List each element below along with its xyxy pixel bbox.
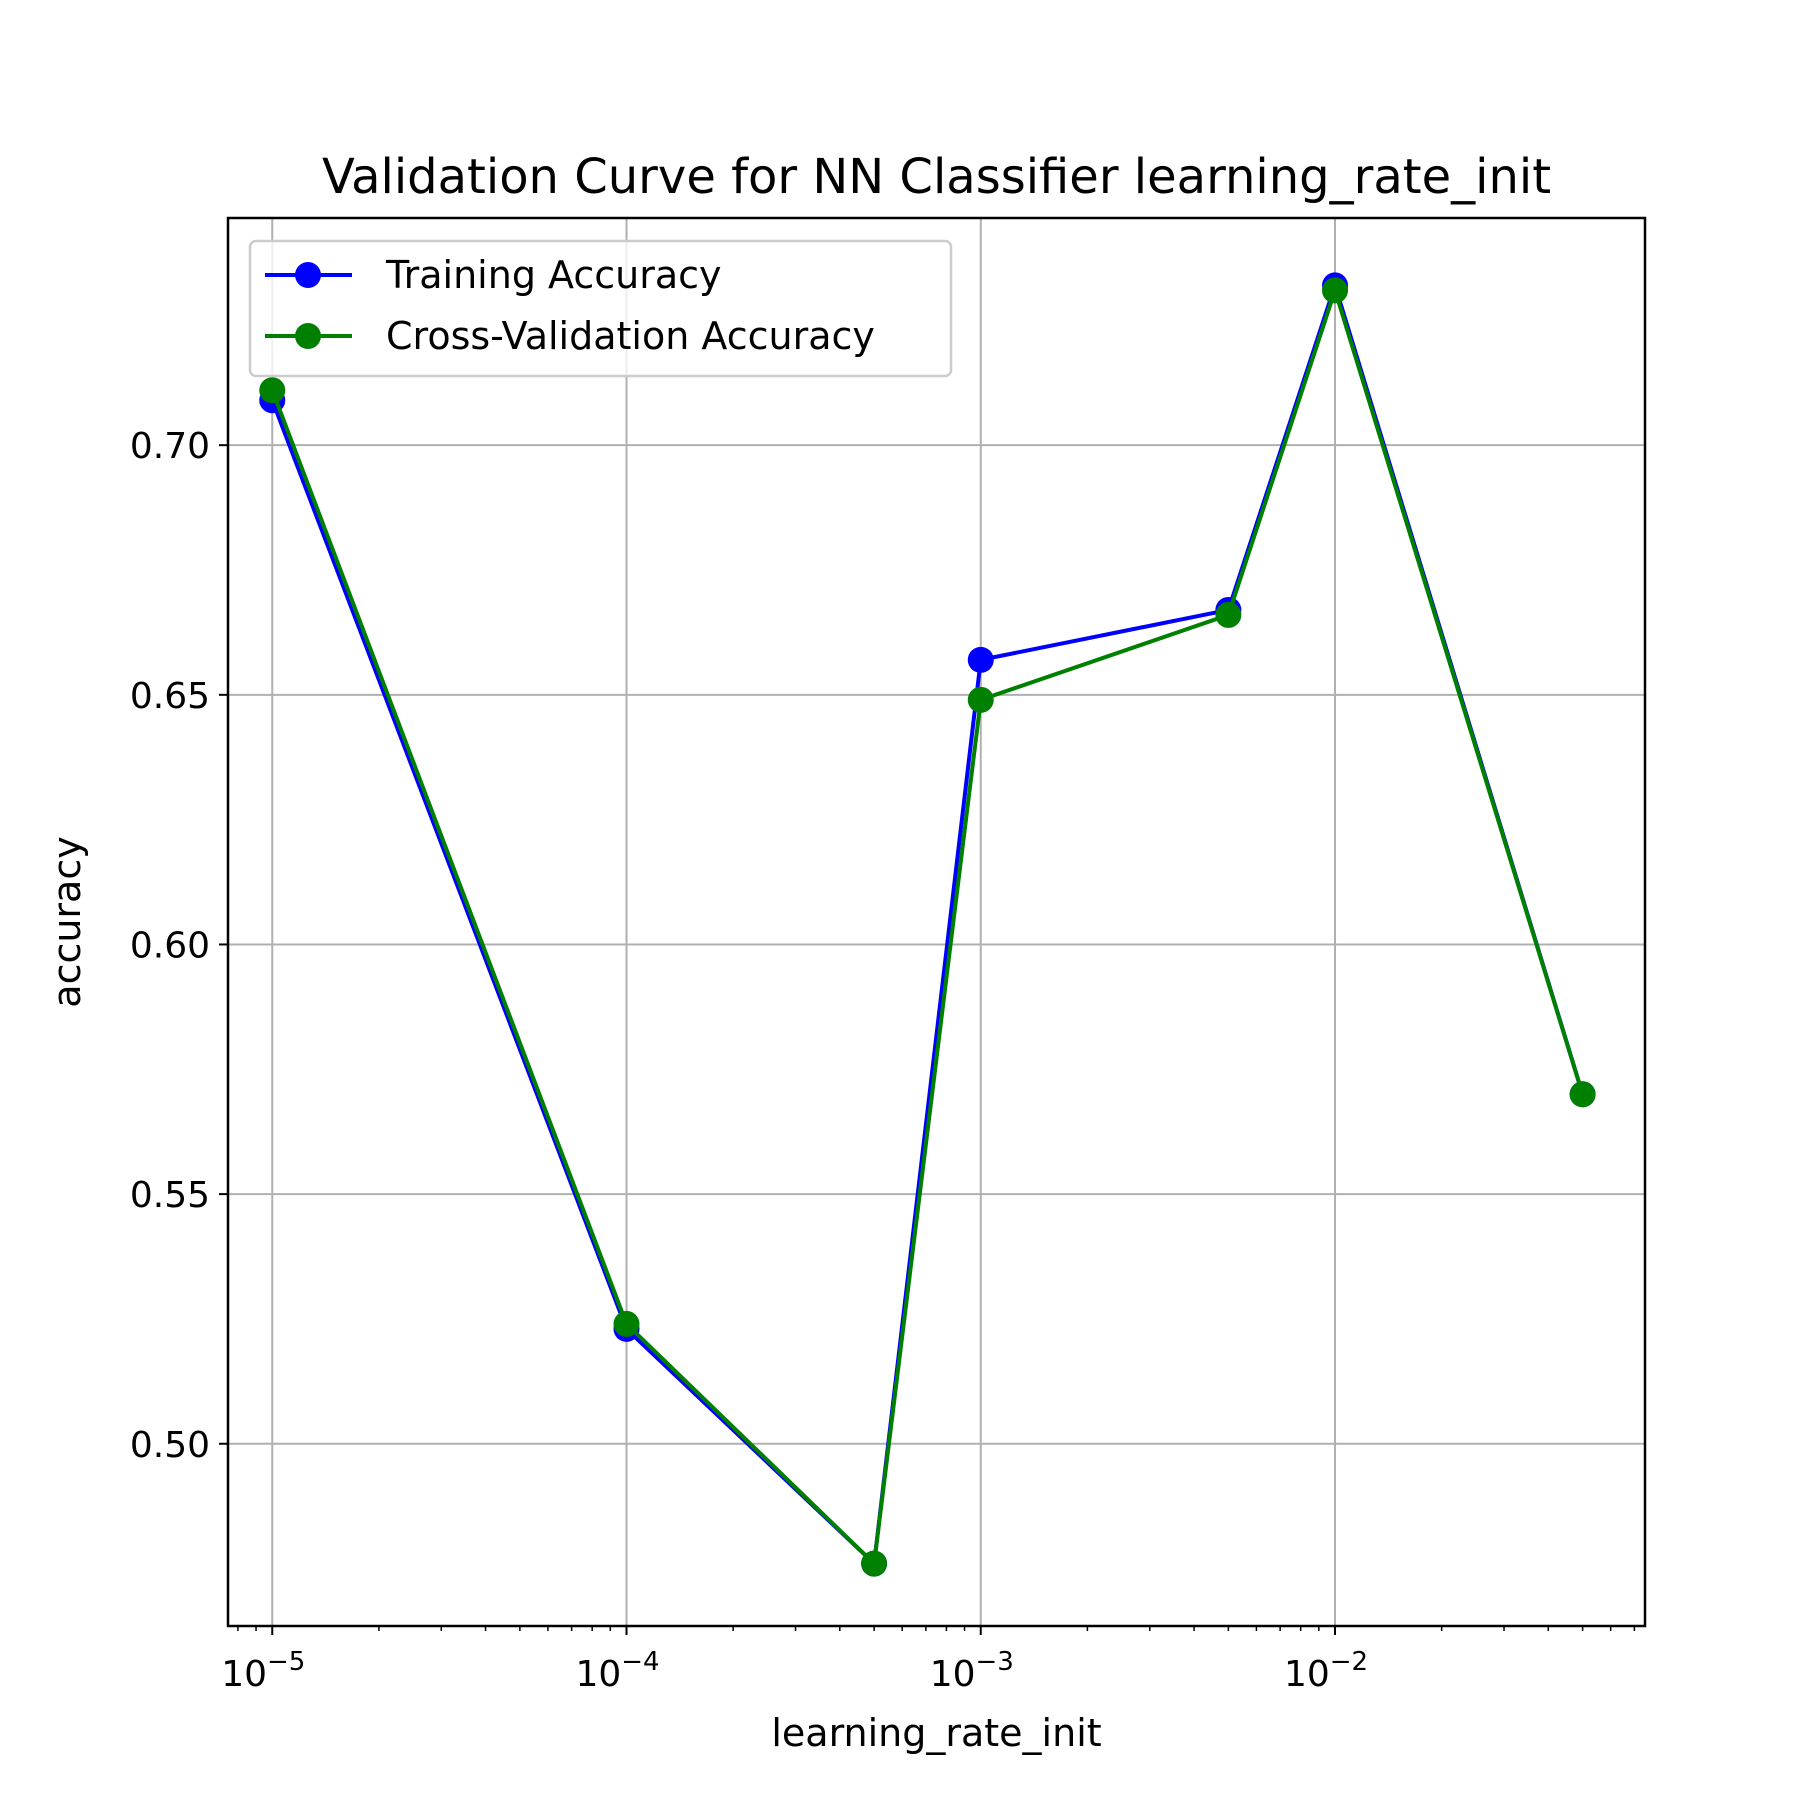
data-point-cross-validation xyxy=(967,686,994,713)
legend-label-cross-validation: Cross-Validation Accuracy xyxy=(386,314,875,358)
x-tick-label: 10−5 xyxy=(221,1647,305,1695)
x-tick-label-exponent: −5 xyxy=(267,1647,305,1677)
x-axis-label: learning_rate_init xyxy=(771,1711,1101,1755)
x-tick-label-base: 10 xyxy=(575,1654,621,1695)
x-tick-label-base: 10 xyxy=(1284,1654,1330,1695)
data-point-cross-validation xyxy=(259,377,286,404)
x-tick-label-base: 10 xyxy=(930,1654,976,1695)
y-tick-label: 0.70 xyxy=(130,426,210,467)
data-point-cross-validation xyxy=(1569,1081,1596,1108)
x-tick-label: 10−2 xyxy=(1284,1647,1368,1695)
y-tick-label: 0.55 xyxy=(130,1175,210,1216)
legend-box xyxy=(248,239,953,378)
legend-marker-cross-validation xyxy=(295,323,321,349)
x-tick-label-exponent: −2 xyxy=(1330,1647,1368,1677)
y-tick-label: 0.60 xyxy=(130,925,210,966)
plot-frame xyxy=(226,216,1647,1628)
data-point-cross-validation xyxy=(861,1550,888,1577)
chart-title: Validation Curve for NN Classifier learn… xyxy=(322,149,1551,205)
data-point-cross-validation xyxy=(1215,601,1242,628)
x-tick-label-base: 10 xyxy=(221,1654,267,1695)
x-tick-label-exponent: −3 xyxy=(976,1647,1014,1677)
data-point-training xyxy=(967,646,994,673)
legend-marker-training xyxy=(295,262,321,288)
legend: Training Accuracy Cross-Validation Accur… xyxy=(248,239,953,378)
grid-layer xyxy=(228,218,1645,1626)
x-tick-label: 10−4 xyxy=(575,1647,659,1695)
series-layer xyxy=(259,272,1596,1577)
x-tick-label: 10−3 xyxy=(930,1647,1014,1695)
data-point-cross-validation xyxy=(1322,277,1349,304)
y-tick-label: 0.65 xyxy=(130,676,210,717)
data-point-cross-validation xyxy=(613,1310,640,1337)
x-tick-label-exponent: −4 xyxy=(621,1647,659,1677)
legend-label-training: Training Accuracy xyxy=(385,253,722,297)
y-tick-label: 0.50 xyxy=(130,1425,210,1466)
y-axis-label: accuracy xyxy=(45,836,89,1007)
